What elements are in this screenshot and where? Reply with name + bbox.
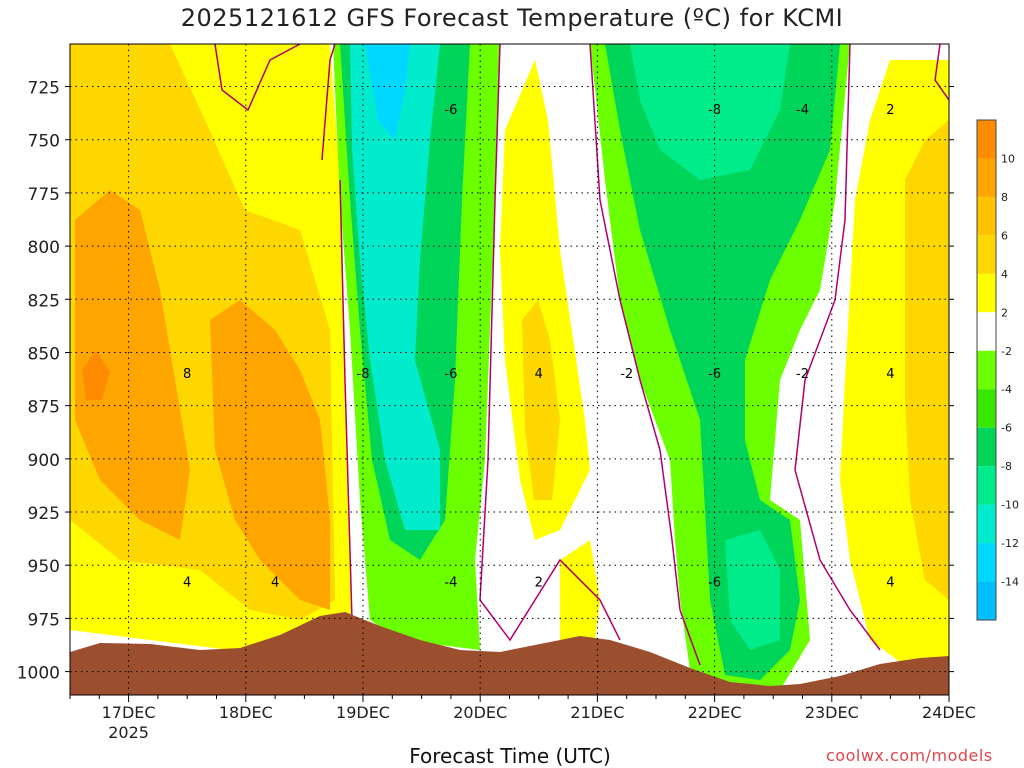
- colorbar-swatch: [977, 196, 996, 236]
- grid-layer: [70, 44, 950, 695]
- y-tick-label: 925: [28, 504, 60, 524]
- colorbar-label: -12: [1001, 537, 1019, 550]
- contour-label: -6: [708, 576, 721, 591]
- cold-air-region-10: [350, 44, 440, 530]
- contour-label: 2: [535, 576, 543, 591]
- colorbar-swatch: [977, 504, 996, 544]
- y-tick-label: 1000: [17, 664, 60, 684]
- warm-air-region-8b: [210, 300, 330, 610]
- y-tick-label: 800: [28, 238, 60, 258]
- cold-air-region-14: [365, 44, 410, 140]
- contour-labels: -6 -8 -4 2 8 -8 -6 4 -2 -6 -2 4 4 4 -4 2 -6 4: [183, 103, 894, 590]
- warm-tongue-region-6: [522, 300, 560, 500]
- contour-label: -8: [357, 367, 370, 382]
- y-tick-label: 975: [28, 610, 60, 630]
- colorbar-label: 10: [1001, 152, 1015, 165]
- y-tick-label: 775: [28, 185, 60, 205]
- y-tick-label: 825: [28, 291, 60, 311]
- warm-low-level-region: [560, 540, 600, 640]
- cold-air-region-10b: [630, 44, 790, 180]
- x-tick-sublabel: 2025: [108, 723, 149, 742]
- x-axis-title: Forecast Time (UTC): [409, 744, 611, 768]
- x-tick-label: 17DEC: [102, 703, 156, 722]
- temperature-fill-layer: [70, 44, 949, 695]
- colorbar-swatch: [977, 235, 996, 274]
- colorbar-label: -6: [1001, 422, 1012, 435]
- contour-label: -4: [444, 576, 457, 591]
- contour-label: -2: [796, 367, 809, 382]
- warm-air-region-8: [75, 190, 190, 540]
- contour-label: -6: [708, 367, 721, 382]
- x-tick-label: 19DEC: [336, 703, 390, 722]
- colorbar-label: -8: [1001, 460, 1012, 473]
- colorbar-label: -10: [1001, 499, 1019, 512]
- contour-label: 8: [183, 367, 191, 382]
- y-tick-label: 725: [28, 79, 60, 99]
- credit-text: coolwx.com/models: [826, 746, 993, 765]
- colorbar-swatch: [977, 273, 996, 313]
- colorbar-swatch: [977, 158, 996, 197]
- colorbar-swatch: [977, 543, 996, 582]
- colorbar: 10 8 6 4 2 -2 -4 -6 -8 -10 -12 -14: [976, 119, 1019, 621]
- x-tick-label: 23DEC: [805, 703, 859, 722]
- chart-title: 2025121612 GFS Forecast Temperature (ºC)…: [180, 4, 844, 32]
- contour-label: 4: [886, 367, 894, 382]
- warm-air-region-final-6: [905, 120, 949, 600]
- contour-label: -8: [708, 103, 721, 118]
- cold-air-region-6b: [605, 44, 840, 680]
- y-tick-label: 950: [28, 557, 60, 577]
- colorbar-frame: [976, 119, 997, 621]
- x-tick-label: 18DEC: [219, 703, 273, 722]
- colorbar-label: 8: [1001, 191, 1008, 204]
- x-tick-label: 20DEC: [453, 703, 507, 722]
- colorbar-label: 2: [1001, 306, 1008, 319]
- contour-label: 2: [886, 103, 894, 118]
- cold-air-region-8c: [725, 530, 780, 650]
- colorbar-swatch: [977, 312, 996, 351]
- colorbar-label: 4: [1001, 268, 1008, 281]
- contour-label: 4: [886, 576, 894, 591]
- colorbar-label: 6: [1001, 229, 1008, 242]
- colorbar-swatch: [977, 120, 996, 159]
- colorbar-swatch: [977, 581, 996, 620]
- contour-label: 4: [271, 576, 279, 591]
- contour-label: 4: [535, 367, 543, 382]
- x-tick-label: 24DEC: [922, 703, 976, 722]
- colorbar-swatch: [977, 466, 996, 505]
- contour-label: -4: [796, 103, 809, 118]
- terrain-ground: [70, 612, 949, 695]
- contour-label: -6: [444, 103, 457, 118]
- warm-air-region-10: [82, 350, 110, 400]
- contour-label: 4: [183, 576, 191, 591]
- contour-label: -2: [620, 367, 633, 382]
- y-tick-label: 850: [28, 344, 60, 364]
- x-tick-label: 22DEC: [688, 703, 742, 722]
- y-tick-label: 900: [28, 451, 60, 471]
- y-tick-label: 750: [28, 132, 60, 152]
- colorbar-swatch: [977, 389, 996, 428]
- colorbar-label: -4: [1001, 383, 1012, 396]
- warm-tongue-region-4: [500, 60, 590, 540]
- y-tick-label: 875: [28, 398, 60, 418]
- colorbar-label: -2: [1001, 345, 1012, 358]
- contour-label: -6: [444, 367, 457, 382]
- zero-contour-line: [214, 44, 949, 666]
- colorbar-swatch: [977, 350, 996, 390]
- x-tick-label: 21DEC: [570, 703, 624, 722]
- colorbar-label: -14: [1001, 576, 1019, 589]
- y-axis: 725 750 775 800 825 850 875 900 925 950 975 1000: [17, 79, 954, 684]
- colorbar-swatch: [977, 427, 996, 467]
